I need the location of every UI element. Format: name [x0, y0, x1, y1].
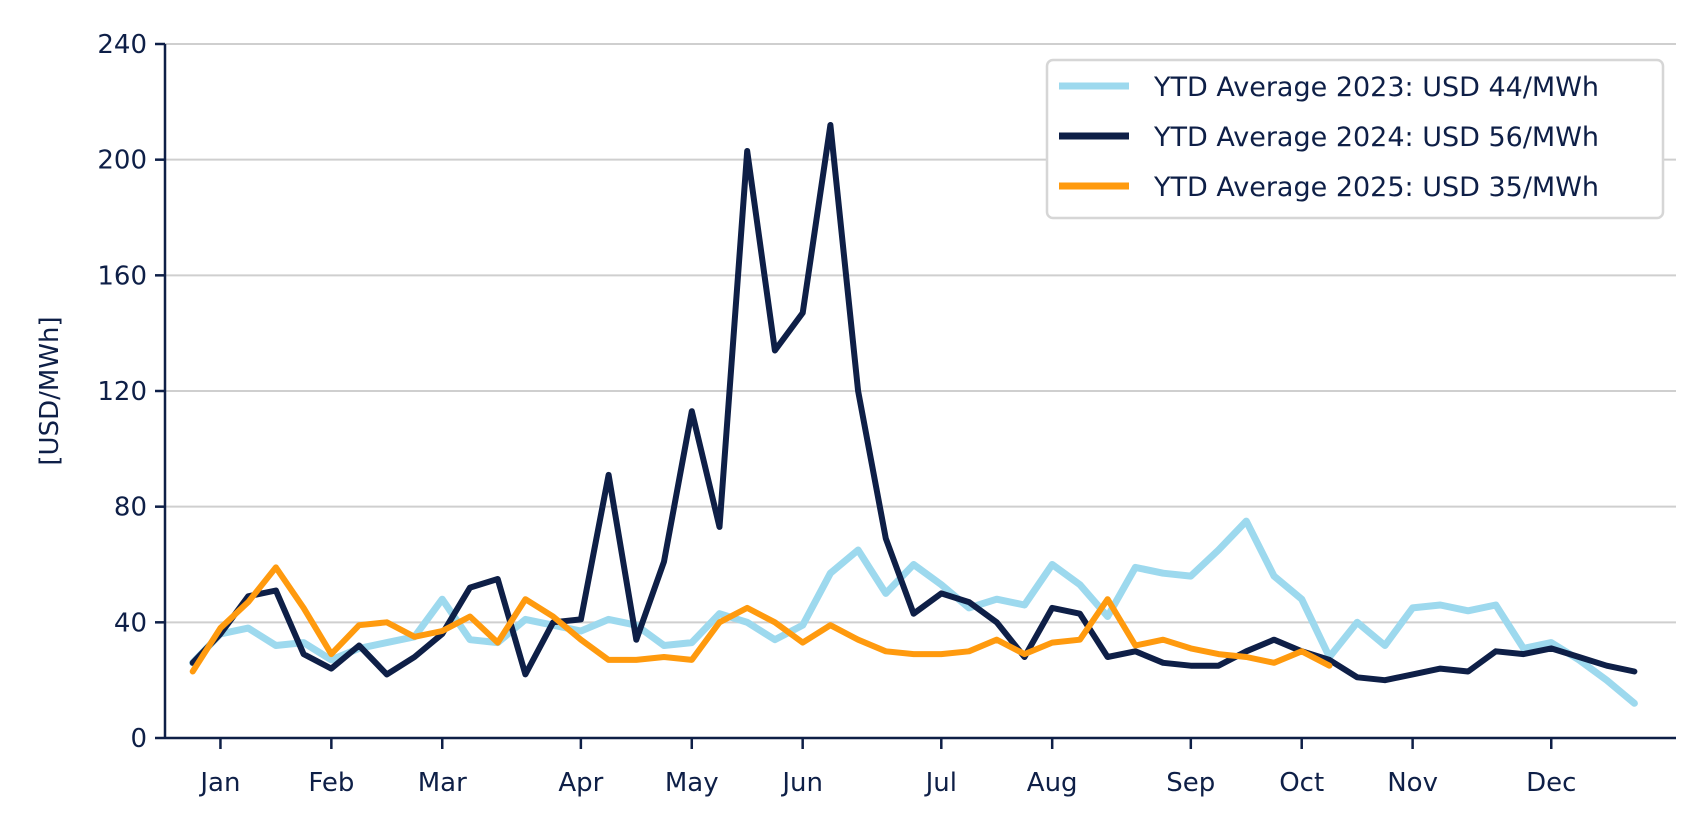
legend: YTD Average 2023: USD 44/MWh YTD Average … — [1045, 58, 1665, 220]
y-tick-label: 160 — [97, 261, 147, 291]
series-lines — [189, 122, 1638, 707]
y-tick-label: 80 — [114, 493, 147, 523]
legend-label-1: YTD Average 2023: USD 44/MWh — [1153, 72, 1599, 103]
x-tick-label-jul: Jul — [924, 768, 957, 798]
x-tick-label-jan: Jan — [198, 768, 240, 798]
axes: 0 40 80 120 160 200 240 Jan Feb Mar Apr May Jun Jul Au… — [97, 30, 1676, 798]
series-line-1 — [189, 517, 1638, 707]
x-tick-label-may: May — [665, 768, 719, 798]
gridlines — [165, 43, 1676, 624]
x-tick-label-oct: Oct — [1279, 768, 1324, 798]
x-tick-label-apr: Apr — [558, 768, 603, 798]
x-tick-label-dec: Dec — [1526, 768, 1576, 798]
x-tick-label-jun: Jun — [780, 768, 823, 798]
y-tick-label: 240 — [97, 30, 147, 60]
legend-label-3: YTD Average 2025: USD 35/MWh — [1153, 172, 1599, 203]
x-tick-label-mar: Mar — [418, 768, 467, 798]
y-tick-label: 200 — [97, 146, 147, 176]
y-tick-label: 0 — [130, 724, 147, 754]
series-line-2 — [189, 122, 1638, 684]
legend-box — [1045, 58, 1665, 220]
x-tick-label-aug: Aug — [1027, 768, 1078, 798]
x-tick-label-feb: Feb — [308, 768, 354, 798]
legend-label-2: YTD Average 2024: USD 56/MWh — [1153, 122, 1599, 153]
x-tick-label-sep: Sep — [1166, 768, 1215, 798]
series-line-3 — [189, 564, 1333, 675]
x-tick-label-nov: Nov — [1387, 768, 1438, 798]
y-tick-label: 40 — [114, 608, 147, 638]
y-axis-title: [USD/MWh] — [35, 316, 65, 465]
y-tick-label: 120 — [97, 377, 147, 407]
